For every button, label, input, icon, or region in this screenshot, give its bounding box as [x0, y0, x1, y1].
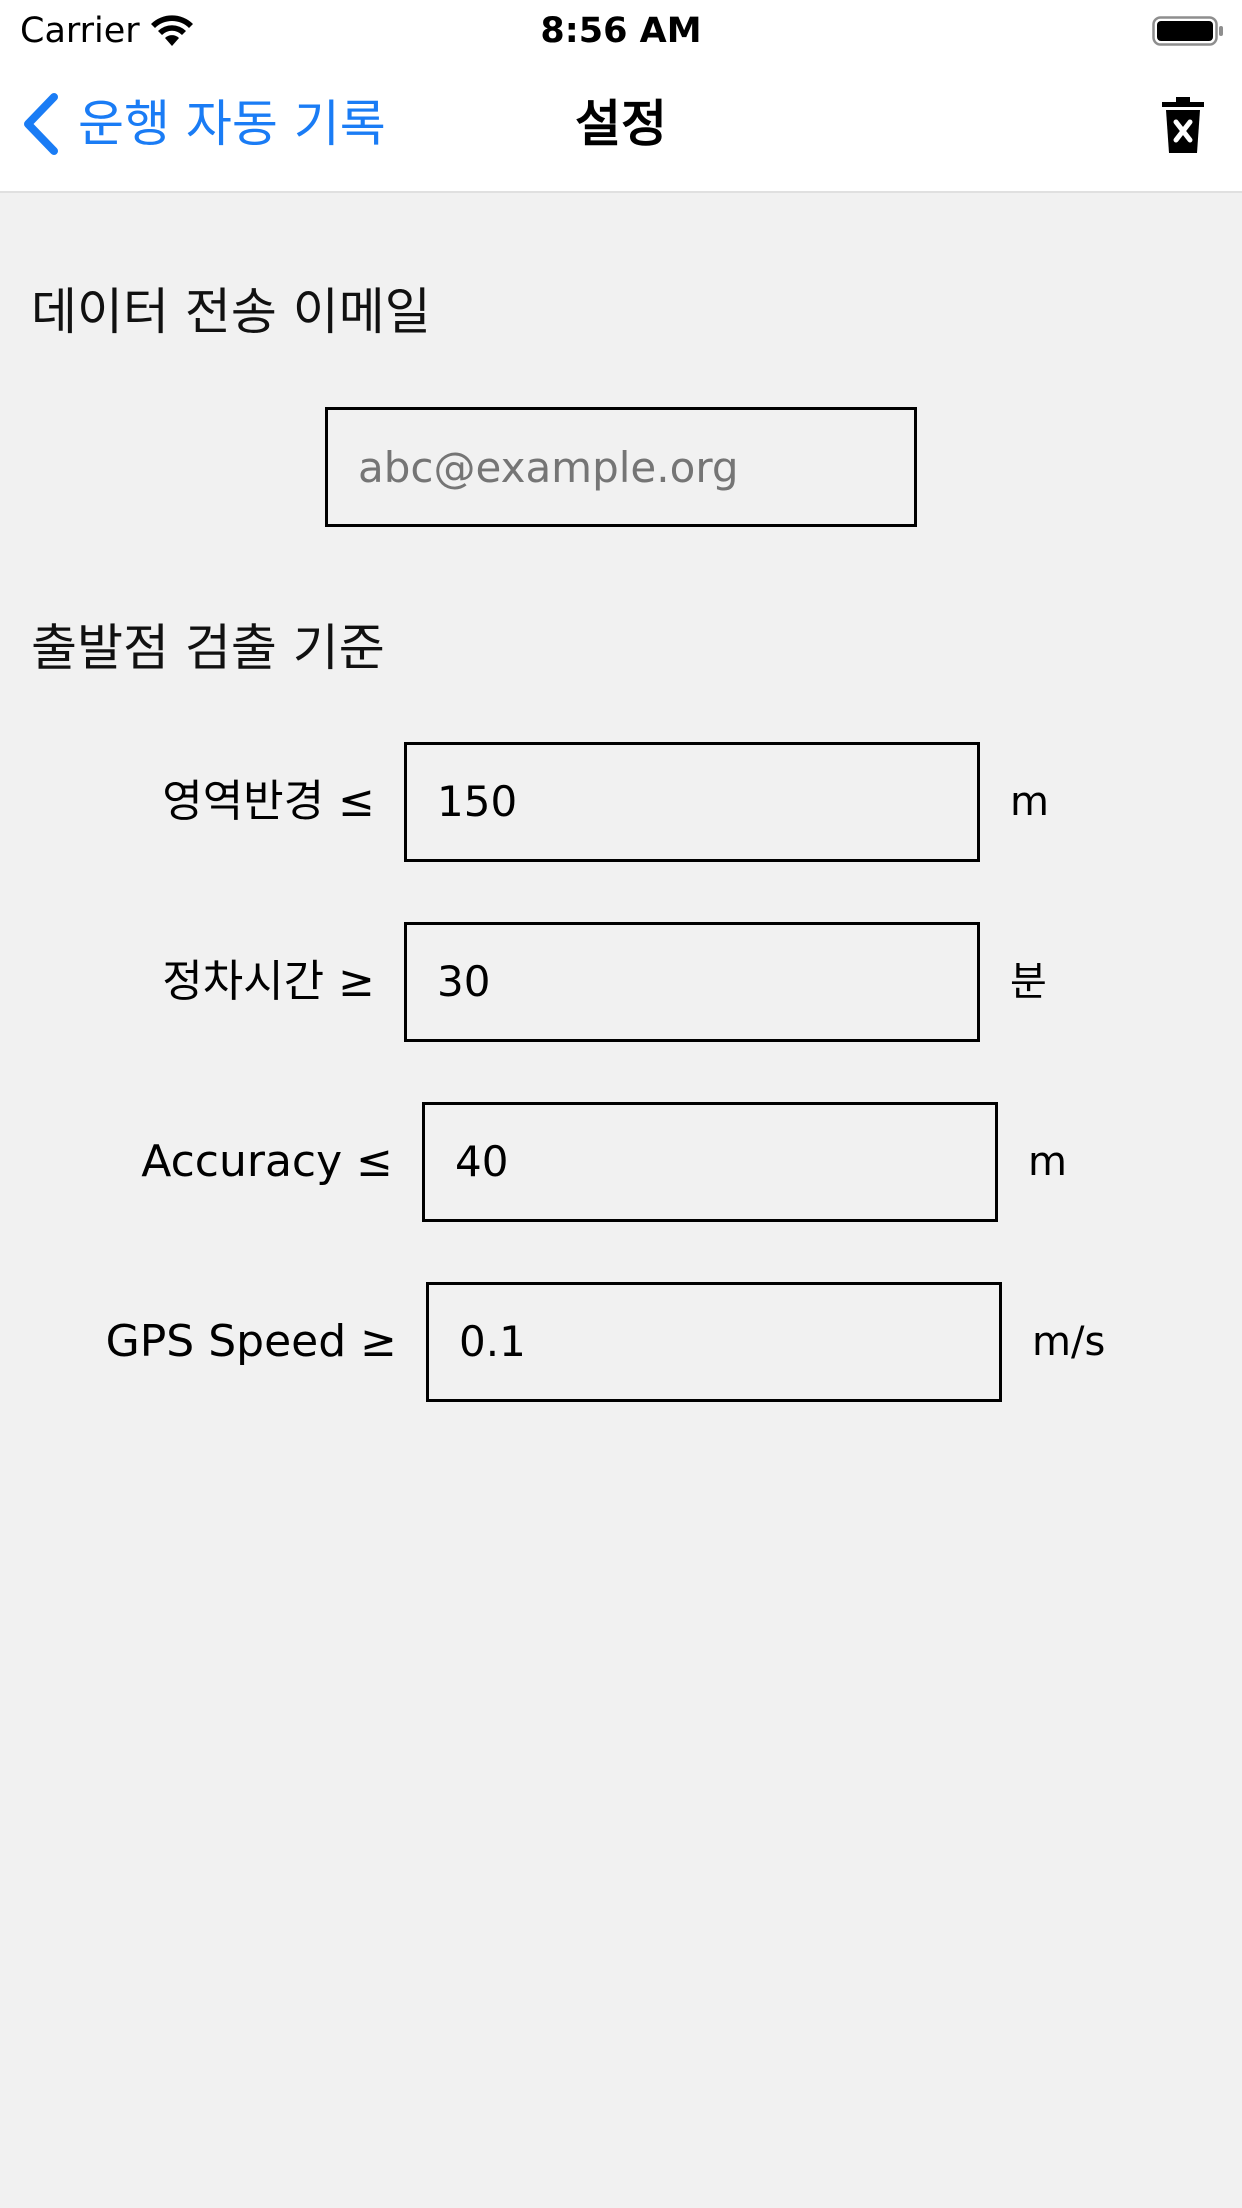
trash-icon[interactable]	[1162, 97, 1204, 153]
status-bar: Carrier 8:56 AM	[0, 0, 1242, 62]
email-input[interactable]	[325, 407, 917, 527]
stop-time-unit: 분	[1010, 959, 1047, 1005]
email-section-heading: 데이터 전송 이메일	[31, 283, 431, 341]
back-button-label: 운행 자동 기록	[78, 95, 386, 153]
stop-time-input[interactable]: 30	[404, 922, 980, 1042]
radius-label: 영역반경 ≤	[162, 776, 375, 827]
carrier-label: Carrier	[20, 11, 140, 51]
stop-time-label: 정차시간 ≥	[162, 956, 375, 1007]
accuracy-input[interactable]: 40	[422, 1102, 998, 1222]
page-title: 설정	[575, 95, 667, 153]
chevron-left-icon	[24, 93, 58, 155]
gps-speed-unit: m/s	[1032, 1319, 1106, 1365]
wifi-icon	[151, 15, 193, 46]
navigation-bar: 운행 자동 기록 설정	[0, 62, 1242, 193]
back-button[interactable]: 운행 자동 기록	[20, 89, 386, 159]
accuracy-label: Accuracy ≤	[141, 1136, 393, 1187]
gps-speed-input[interactable]: 0.1	[426, 1282, 1002, 1402]
gps-speed-label: GPS Speed ≥	[105, 1316, 397, 1367]
radius-input[interactable]: 150	[404, 742, 980, 862]
clock: 8:56 AM	[540, 11, 702, 51]
detection-section-heading: 출발점 검출 기준	[31, 619, 385, 677]
radius-unit: m	[1010, 779, 1049, 825]
battery-icon	[1152, 16, 1223, 46]
accuracy-unit: m	[1028, 1139, 1067, 1185]
